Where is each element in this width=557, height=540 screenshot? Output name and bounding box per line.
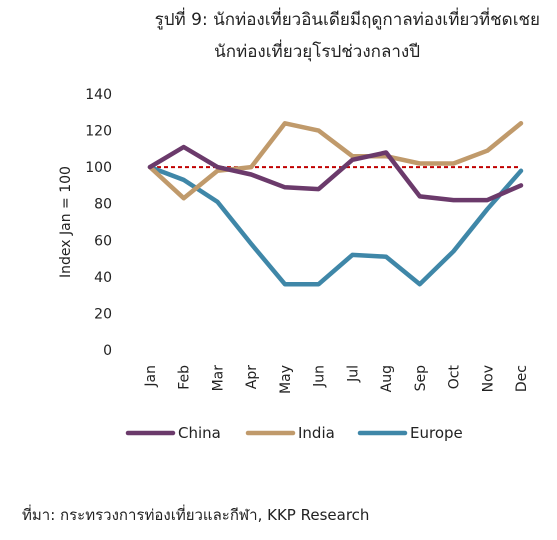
series-line-europe — [147, 164, 524, 287]
x-tick-label: May — [278, 365, 294, 394]
y-tick-label: 20 — [94, 306, 112, 322]
y-tick-label: 80 — [94, 197, 112, 213]
x-tick-label: Feb — [177, 365, 193, 390]
x-tick-label: Oct — [447, 365, 463, 390]
x-tick-label: Apr — [244, 365, 260, 389]
y-axis-label: Index Jan = 100 — [58, 166, 74, 278]
legend-label-china: China — [178, 424, 221, 442]
legend-label-europe: Europe — [410, 424, 463, 442]
x-tick-label: Jan — [143, 365, 159, 388]
x-tick-label: Sep — [413, 365, 429, 392]
y-tick-label: 140 — [85, 87, 112, 103]
x-tick-label: Jun — [312, 365, 328, 388]
series-line-india — [147, 121, 524, 201]
line-chart: 0 20 40 60 80 100 120 140 Jan Feb Mar Apr May Jun Jul… — [58, 87, 530, 442]
legend-label-india: India — [298, 424, 335, 442]
x-tick-label: Aug — [379, 365, 395, 392]
series-line-china — [147, 144, 524, 203]
x-tick-label: Jul — [345, 365, 361, 383]
y-tick-label: 120 — [85, 124, 112, 140]
chart-subtitle: นักท่องเที่ยวยุโรปช่วงกลางปี — [214, 42, 420, 62]
chart-title: รูปที่ 9: นักท่องเที่ยวอินเดียมีฤดูกาลท่… — [154, 10, 540, 30]
y-tick-label: 60 — [94, 233, 112, 249]
y-tick-label: 100 — [85, 160, 112, 176]
y-tick-label: 0 — [103, 343, 112, 359]
x-tick-label: Dec — [514, 365, 530, 392]
source-note: ที่มา: กระทรวงการท่องเที่ยวและกีฬา, KKP … — [22, 506, 370, 524]
y-tick-label: 40 — [94, 270, 112, 286]
x-tick-label: Mar — [210, 365, 226, 392]
x-tick-label: Nov — [480, 365, 496, 392]
